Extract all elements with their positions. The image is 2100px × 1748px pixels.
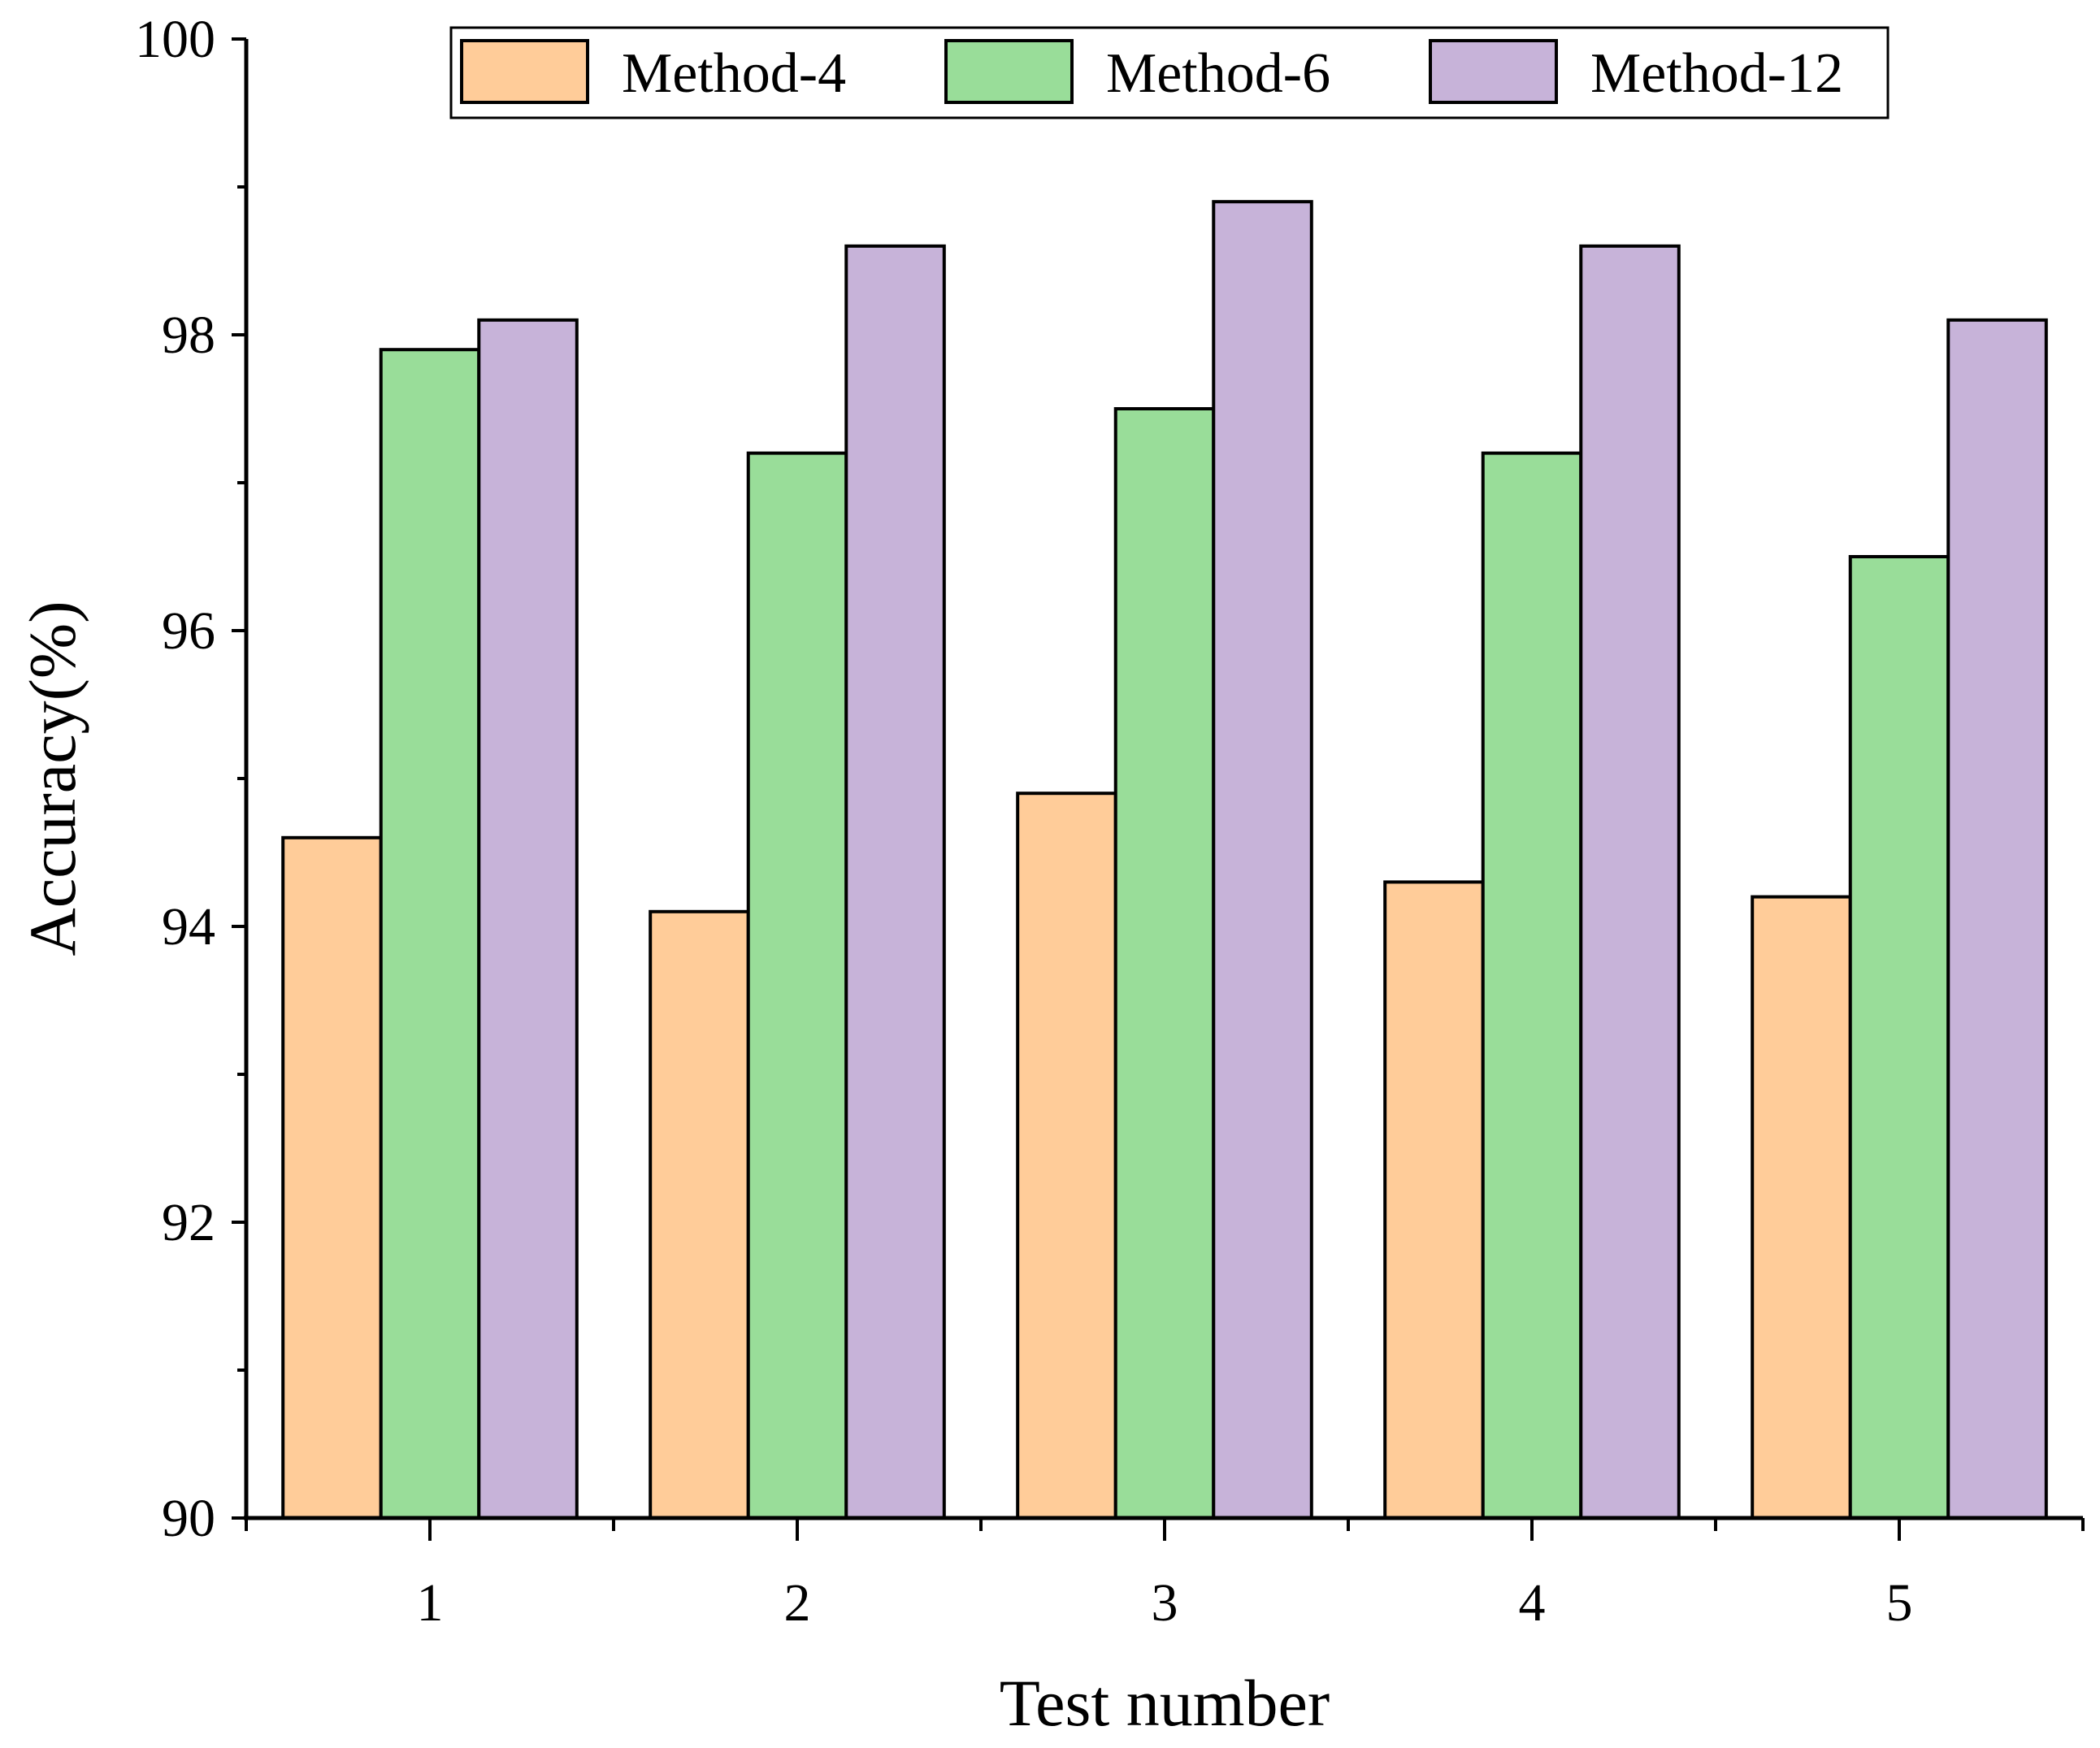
y-tick-label: 98 xyxy=(162,306,215,365)
y-tick-label: 100 xyxy=(135,10,215,69)
bar-method-12-test-1 xyxy=(477,318,579,1520)
bar-method-4-test-4 xyxy=(1383,880,1485,1520)
legend: Method-4 Method-6 Method-12 xyxy=(449,26,1890,119)
x-tick-label: 1 xyxy=(417,1573,444,1633)
bar-method-6-test-4 xyxy=(1481,451,1583,1520)
y-axis-title: Accuracy(%) xyxy=(15,601,89,956)
x-tick-label: 3 xyxy=(1152,1573,1178,1633)
legend-frame xyxy=(449,26,1890,119)
x-axis-title: Test number xyxy=(1000,1666,1330,1740)
bar-method-12-test-5 xyxy=(1946,318,2048,1520)
y-tick-label: 96 xyxy=(162,601,215,661)
legend-label-method-4: Method-4 xyxy=(622,42,846,105)
legend-swatch-method-4 xyxy=(460,39,589,104)
bar-method-6-test-1 xyxy=(379,348,481,1520)
legend-swatch-method-6 xyxy=(944,39,1074,104)
bar-method-6-test-5 xyxy=(1848,555,1950,1520)
legend-label-method-12: Method-12 xyxy=(1590,42,1843,105)
bar-method-12-test-2 xyxy=(844,244,946,1520)
bar-method-4-test-2 xyxy=(649,909,750,1520)
x-tick-label: 2 xyxy=(784,1573,811,1633)
y-tick-label: 90 xyxy=(162,1489,215,1548)
y-axis-ticks: 90 92 94 96 98 100 xyxy=(135,10,246,1548)
legend-swatch-method-12 xyxy=(1429,39,1558,104)
y-tick-label: 92 xyxy=(162,1193,215,1252)
x-axis-ticks: 1 2 3 4 5 xyxy=(245,1518,2085,1633)
bars-layer xyxy=(281,200,2048,1520)
bar-method-4-test-1 xyxy=(281,835,383,1520)
bar-method-4-test-3 xyxy=(1016,792,1117,1520)
bar-method-12-test-3 xyxy=(1212,200,1313,1520)
x-tick-label: 5 xyxy=(1886,1573,1913,1633)
bar-method-6-test-3 xyxy=(1113,407,1216,1520)
bar-method-12-test-4 xyxy=(1579,244,1681,1520)
y-tick-label: 94 xyxy=(162,897,215,956)
bar-method-4-test-5 xyxy=(1751,895,1852,1520)
legend-label-method-6: Method-6 xyxy=(1106,42,1330,105)
x-tick-label: 4 xyxy=(1519,1573,1546,1633)
bar-method-6-test-2 xyxy=(746,451,848,1520)
